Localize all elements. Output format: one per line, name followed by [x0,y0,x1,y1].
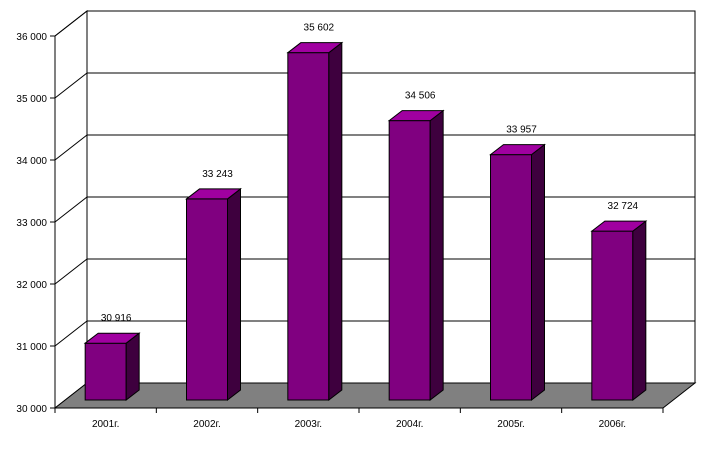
y-tick-label: 36 000 [16,32,47,43]
bar-side [429,109,444,402]
y-tick-label: 33 000 [16,218,47,229]
bar [83,332,141,402]
gridline [54,72,695,99]
data-label: 33 957 [506,125,537,136]
x-tick-label: 2006г. [599,419,626,430]
gridline [54,134,695,161]
data-label: 33 243 [202,169,233,180]
bar-top [590,220,648,232]
bar-top [185,188,242,200]
bar-side [531,143,545,402]
bar [185,187,242,402]
bar-top [286,42,344,54]
bar [489,143,546,402]
bar [286,41,344,402]
bar-side [328,41,343,402]
bar-front [388,120,431,401]
data-labels: 30 916 33 243 35 602 34 506 33 957 32 724 [101,23,639,325]
y-tick-label: 30 000 [16,404,47,415]
bar-front [186,198,228,401]
bar-front [84,342,127,401]
bar-side [125,332,140,402]
bar-front [287,52,330,401]
gridline [54,10,695,37]
x-axis-tick-labels: 2001г. 2002г. 2003г. 2004г. 2005г. 2006г. [54,408,664,430]
y-tick-label: 34 000 [16,156,47,167]
x-tick-label: 2002г. [193,419,220,430]
bar [590,220,648,402]
bar-top [83,332,141,344]
bar-side [632,220,647,402]
bar-top [489,144,546,156]
y-axis-tick-labels: 30 000 31 000 32 000 33 000 34 000 35 000 36 0… [16,32,55,415]
x-tick-label: 2004г. [396,419,423,430]
bar-front [490,154,532,401]
data-label: 35 602 [304,23,335,34]
x-tick-label: 2001г. [92,419,119,430]
x-tick-label: 2003г. [295,419,322,430]
bar-front [591,230,634,401]
bars-group [83,41,648,402]
data-label: 32 724 [608,201,639,212]
bar-top [387,110,445,122]
bar-side [227,187,241,402]
y-tick-label: 31 000 [16,342,47,353]
data-label: 34 506 [405,91,436,102]
bar [387,109,445,402]
x-tick-label: 2005г. [497,419,524,430]
y-tick-label: 35 000 [16,94,47,105]
y-tick-label: 32 000 [16,280,47,291]
data-label: 30 916 [101,313,132,324]
